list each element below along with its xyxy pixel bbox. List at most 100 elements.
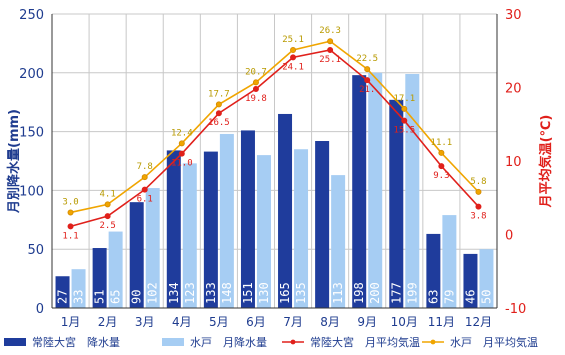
y-left-tick-label: 150 xyxy=(19,126,44,141)
bar-a xyxy=(278,113,293,309)
bar-value-label: 130 xyxy=(257,282,271,304)
legend-label: 常陸大宮 降水量 xyxy=(32,335,120,349)
bar-value-label: 90 xyxy=(130,290,144,304)
y-right-axis-title: 月平均気温(℃) xyxy=(538,115,554,209)
y-left-tick-label: 250 xyxy=(19,8,44,23)
temp-value-label: 25.1 xyxy=(319,55,341,65)
bar-value-label: 50 xyxy=(479,290,493,304)
bar-b xyxy=(368,72,383,308)
bar-b xyxy=(405,73,420,308)
bar-a xyxy=(426,233,441,308)
bar-b xyxy=(479,249,494,308)
y-left-tick-label: 0 xyxy=(36,302,44,317)
line-point xyxy=(67,223,74,230)
y-right-tick-label: 30 xyxy=(505,8,522,23)
line-point xyxy=(475,188,482,195)
y-left-tick-label: 50 xyxy=(27,243,44,258)
axes: 0 50 100 150 200 250 -10 0 10 20 30 1月 2月 3月 4月 5月 6月 7月 8… xyxy=(6,8,554,329)
line-point xyxy=(438,149,445,156)
temp-value-label: 25.1 xyxy=(282,35,304,45)
bar-value-label: 102 xyxy=(146,282,160,304)
bar-a xyxy=(463,253,478,308)
temp-value-label: 24.1 xyxy=(282,62,304,72)
temp-value-label: 21. xyxy=(359,85,375,95)
bar-value-label: 135 xyxy=(294,282,308,304)
bar-a xyxy=(389,99,404,309)
x-tick-label: 5月 xyxy=(209,315,229,329)
line-point xyxy=(290,47,297,54)
y-right-tick-label: -10 xyxy=(505,302,526,317)
line-point xyxy=(327,47,334,54)
x-tick-label: 2月 xyxy=(98,315,118,329)
temp-value-label: 9.3 xyxy=(433,171,449,181)
temp-value-label: 1.1 xyxy=(62,231,78,241)
bar-b xyxy=(442,215,457,308)
bar-value-label: 27 xyxy=(56,290,70,304)
temp-value-label: 16.5 xyxy=(208,118,230,128)
legend-marker xyxy=(290,339,296,345)
bar-b xyxy=(71,269,86,308)
line-point xyxy=(178,150,185,157)
x-tick-label: 6月 xyxy=(246,315,266,329)
legend-swatch xyxy=(162,338,184,346)
y-left-axis-title: 月別降水量(mm) xyxy=(6,109,22,214)
temp-value-label: 4.1 xyxy=(99,189,115,199)
x-tick-label: 10月 xyxy=(391,315,418,329)
legend-label: 水戸 月平均気温 xyxy=(450,335,538,349)
x-tick-label: 3月 xyxy=(135,315,155,329)
y-right-tick-label: 20 xyxy=(505,82,522,97)
legend-swatch xyxy=(4,338,26,346)
temp-value-label: 26.3 xyxy=(319,26,341,36)
line-point xyxy=(215,110,222,117)
line-point xyxy=(438,163,445,170)
y-left-tick-label: 100 xyxy=(19,184,44,199)
line-point xyxy=(141,174,148,181)
line-point xyxy=(252,85,259,92)
bar-b xyxy=(219,133,234,308)
line-mito-temp xyxy=(70,40,480,214)
bar-value-label: 134 xyxy=(167,282,181,304)
bar-b xyxy=(108,231,123,308)
line-point xyxy=(104,201,111,208)
bar-value-label: 123 xyxy=(183,282,197,304)
bar-b xyxy=(145,188,160,308)
line-point xyxy=(327,38,334,45)
bar-value-label: 79 xyxy=(442,290,456,304)
temp-value-label: 20.7 xyxy=(245,67,267,77)
bar-a xyxy=(129,202,144,308)
x-tick-label: 9月 xyxy=(357,315,377,329)
x-tick-label: 4月 xyxy=(172,315,192,329)
bar-value-label: 151 xyxy=(241,282,255,304)
temp-value-label: 7.8 xyxy=(137,162,153,172)
bar-b xyxy=(294,149,309,308)
legend-marker xyxy=(430,339,436,345)
bar-value-label: 63 xyxy=(426,290,440,304)
bar-value-label: 65 xyxy=(109,290,123,304)
bar-a xyxy=(352,75,367,308)
bar-value-label: 165 xyxy=(278,282,292,304)
temp-value-label: 6.1 xyxy=(137,195,153,205)
x-tick-label: 8月 xyxy=(320,315,340,329)
y-left-tick-label: 200 xyxy=(19,67,44,82)
bar-value-label: 113 xyxy=(331,282,345,304)
bar-a xyxy=(203,151,218,308)
line-hitachiomiya-temp xyxy=(70,49,480,228)
bar-a xyxy=(55,276,70,308)
line-point xyxy=(364,66,371,73)
line-point xyxy=(215,101,222,108)
legend: 常陸大宮 降水量 水戸 月降水量 常陸大宮 月平均気温 水戸 月平均気温 xyxy=(4,335,538,349)
line-point xyxy=(104,213,111,220)
bar-value-label: 133 xyxy=(204,282,218,304)
bar-value-label: 199 xyxy=(405,282,419,304)
temp-value-label: 5.8 xyxy=(470,177,486,187)
legend-label: 常陸大宮 月平均気温 xyxy=(310,335,420,349)
bar-value-label: 177 xyxy=(389,282,403,304)
bar-b xyxy=(331,175,346,308)
y-right-tick-label: 10 xyxy=(505,155,522,170)
bar-value-label: 51 xyxy=(93,290,107,304)
bar-value-label: 33 xyxy=(72,290,86,304)
bar-value-label: 46 xyxy=(463,290,477,304)
bar-b xyxy=(182,163,197,308)
legend-label: 水戸 月降水量 xyxy=(190,335,267,349)
